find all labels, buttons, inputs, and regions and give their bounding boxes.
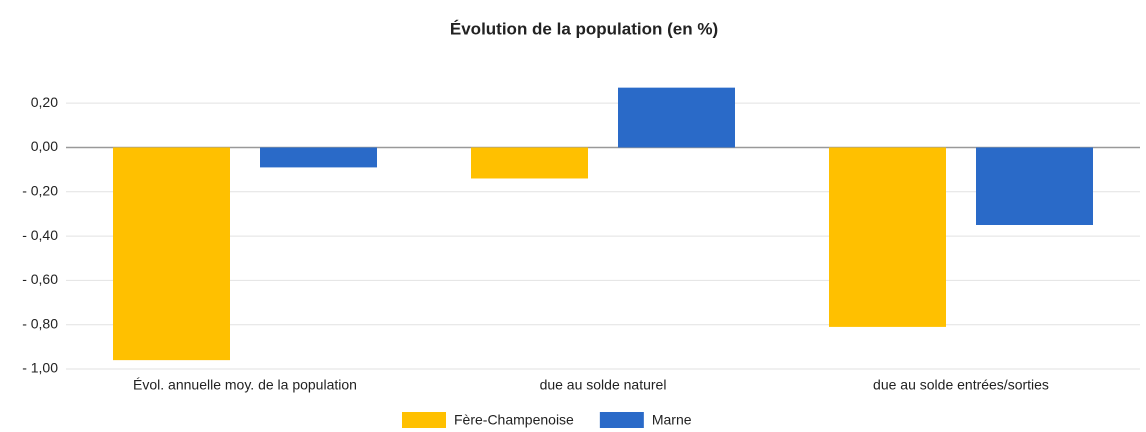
y-tick-label: - 1,00 — [22, 360, 58, 376]
bar — [829, 147, 946, 327]
y-tick-label: 0,00 — [31, 138, 58, 154]
chart-title: Évolution de la population (en %) — [450, 19, 718, 38]
bar — [471, 147, 588, 179]
x-tick-label: due au solde naturel — [540, 377, 667, 393]
legend-swatch — [599, 412, 644, 428]
x-tick-label: Évol. annuelle moy. de la population — [133, 377, 357, 393]
x-tick-label: due au solde entrées/sorties — [873, 377, 1049, 393]
bar — [618, 87, 735, 148]
y-tick-label: - 0,60 — [22, 271, 58, 287]
y-tick-label: 0,20 — [31, 94, 58, 110]
legend-swatch — [402, 412, 446, 428]
bar — [113, 147, 230, 361]
y-tick-label: - 0,40 — [22, 227, 58, 243]
y-tick-label: - 0,20 — [22, 182, 58, 198]
y-tick-label: - 0,80 — [22, 315, 58, 331]
bar — [260, 147, 377, 168]
bar — [976, 147, 1093, 225]
legend-label: Marne — [652, 412, 692, 428]
legend-label: Fère-Champenoise — [454, 412, 574, 428]
